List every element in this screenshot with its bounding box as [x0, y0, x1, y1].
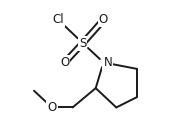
Text: O: O	[99, 14, 108, 27]
Text: S: S	[79, 37, 87, 50]
Text: O: O	[60, 56, 70, 69]
Text: O: O	[47, 101, 57, 114]
Text: N: N	[103, 56, 112, 69]
Text: Cl: Cl	[53, 14, 64, 27]
